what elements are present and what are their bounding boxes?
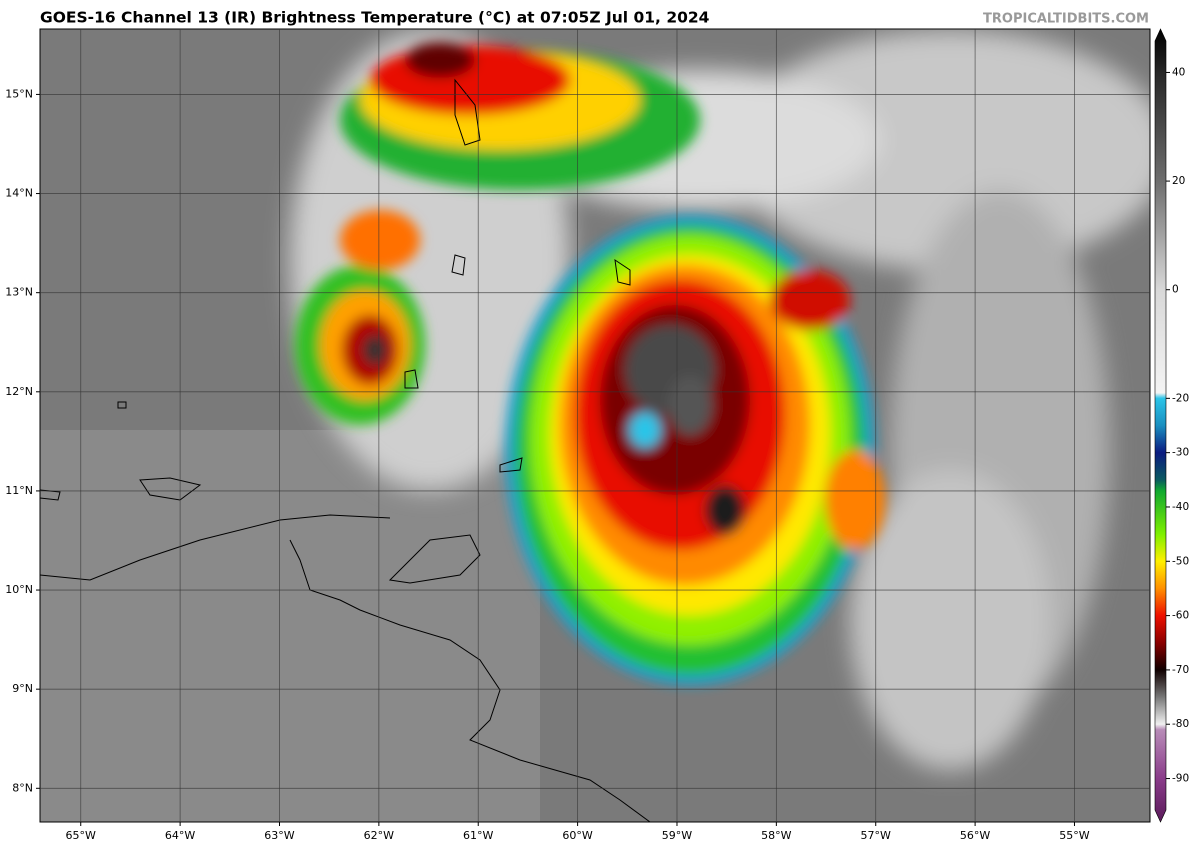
y-tick-label: 14°N [5,187,33,200]
x-tick-label: 65°W [66,829,96,842]
x-tick-label: 61°W [463,829,493,842]
x-tick-label: 55°W [1059,829,1089,842]
map-frame [39,28,1151,823]
x-tick-label: 59°W [662,829,692,842]
x-tick-label: 56°W [960,829,990,842]
colorbar-tick-label: 20 [1172,175,1185,187]
colorbar-tick-label: -60 [1172,610,1189,622]
colorbar-tick-label: -70 [1172,664,1189,676]
y-tick-label: 9°N [12,682,33,695]
colorbar-tick-label: 40 [1172,66,1185,78]
title: GOES-16 Channel 13 (IR) Brightness Tempe… [40,9,710,27]
satellite-image [40,29,1150,822]
x-tick-label: 62°W [364,829,394,842]
y-tick-label: 13°N [5,286,33,299]
colorbar-tick-label: -50 [1172,555,1189,567]
colorbar-tick-label: -80 [1172,718,1189,730]
watermark: TROPICALTIDBITS.COM [983,12,1149,27]
colorbar-tick-label: -90 [1172,773,1189,785]
x-tick-label: 60°W [562,829,592,842]
colorbar [1154,28,1167,823]
y-tick-label: 8°N [12,781,33,794]
x-tick-label: 63°W [264,829,294,842]
x-tick-label: 64°W [165,829,195,842]
y-tick-label: 11°N [5,484,33,497]
colorbar-tick-label: -30 [1172,447,1189,459]
y-tick-label: 10°N [5,583,33,596]
colorbar-tick-label: -40 [1172,501,1189,513]
x-tick-label: 58°W [761,829,791,842]
y-tick-label: 15°N [5,87,33,100]
colorbar-tick-label: -20 [1172,392,1189,404]
y-tick-label: 12°N [5,385,33,398]
colorbar-tick-label: 0 [1172,284,1179,296]
x-tick-label: 57°W [861,829,891,842]
